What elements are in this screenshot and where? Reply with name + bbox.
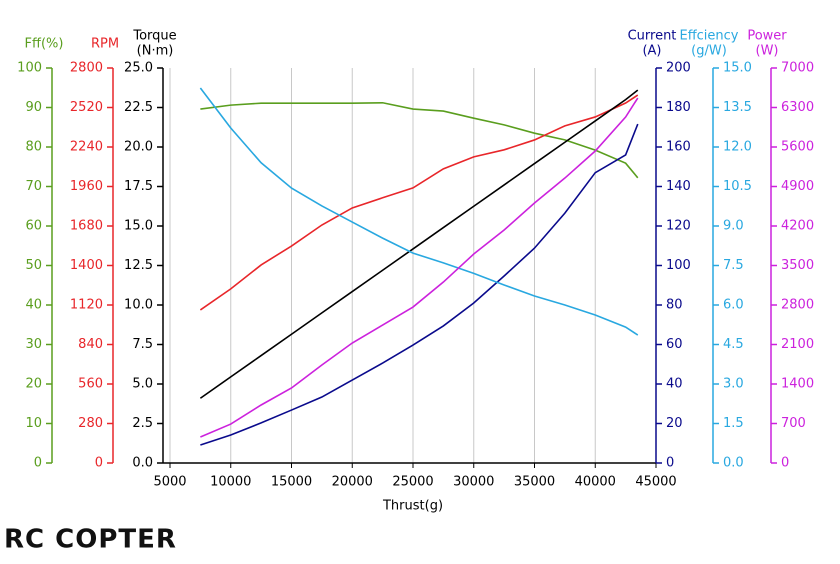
y-axis-label: Current (628, 29, 677, 44)
y-tick-label: 140 (666, 179, 691, 194)
y-axis-label: Torque (132, 29, 176, 44)
y-tick-label: 22.5 (124, 100, 153, 115)
y-axis-label: RPM (91, 37, 119, 52)
y-tick-label: 1680 (70, 219, 103, 234)
y-tick-label: 50 (25, 258, 42, 273)
y-tick-label: 40 (666, 377, 683, 392)
y-tick-label: 9.0 (723, 219, 744, 234)
x-tick-label: 10000 (210, 475, 251, 490)
y-axis-label: Power (747, 29, 787, 44)
y-tick-label: 20 (666, 416, 683, 431)
y-tick-label: 17.5 (124, 179, 153, 194)
y-tick-label: 40 (25, 298, 42, 313)
y-tick-label: 80 (666, 298, 683, 313)
y-tick-label: 100 (17, 61, 42, 76)
logo: RC COPTER (4, 525, 177, 555)
y-tick-label: 0.0 (723, 456, 744, 471)
y-tick-label: 80 (25, 140, 42, 155)
y-tick-label: 1400 (70, 258, 103, 273)
y-tick-label: 20 (25, 377, 42, 392)
y-tick-label: 0 (666, 456, 674, 471)
y-tick-label: 2.5 (132, 416, 153, 431)
series-line (199, 87, 639, 336)
y-tick-label: 560 (78, 377, 103, 392)
y-tick-label: 6300 (781, 100, 814, 115)
y-tick-label: 4200 (781, 219, 814, 234)
series-line (199, 89, 639, 399)
y-tick-label: 0 (781, 456, 789, 471)
y-tick-label: 120 (666, 219, 691, 234)
y-tick-label: 5600 (781, 140, 814, 155)
y-tick-label: 5.0 (132, 377, 153, 392)
y-axis-label: (A) (642, 44, 661, 59)
y-tick-label: 70 (25, 179, 42, 194)
y-tick-label: 4.5 (723, 337, 744, 352)
y-tick-label: 2800 (70, 61, 103, 76)
y-tick-label: 200 (666, 61, 691, 76)
series-line (200, 101, 639, 179)
y-tick-label: 10.5 (723, 179, 752, 194)
x-axis-label: Thrust(g) (382, 499, 443, 514)
x-tick-label: 5000 (153, 475, 186, 490)
y-axis-label: (N·m) (137, 44, 174, 59)
y-tick-label: 0 (95, 456, 103, 471)
y-tick-label: 2520 (70, 100, 103, 115)
x-tick-label: 40000 (575, 475, 616, 490)
y-tick-label: 20.0 (124, 140, 153, 155)
y-tick-label: 12.0 (723, 140, 752, 155)
y-tick-label: 180 (666, 100, 691, 115)
series-line (199, 94, 639, 311)
x-tick-label: 30000 (453, 475, 494, 490)
y-tick-label: 7.5 (723, 258, 744, 273)
y-tick-label: 15.0 (124, 219, 153, 234)
y-tick-label: 7000 (781, 61, 814, 76)
x-tick-label: 25000 (392, 475, 433, 490)
series-line (200, 123, 639, 446)
y-tick-label: 4900 (781, 179, 814, 194)
y-tick-label: 15.0 (723, 61, 752, 76)
y-tick-label: 10 (25, 416, 42, 431)
x-tick-label: 45000 (635, 475, 676, 490)
y-tick-label: 280 (78, 416, 103, 431)
y-tick-label: 0.0 (132, 456, 153, 471)
y-tick-label: 2240 (70, 140, 103, 155)
x-tick-label: 20000 (332, 475, 373, 490)
y-tick-label: 700 (781, 416, 806, 431)
y-axis-label: Fff(%) (25, 37, 64, 52)
y-tick-label: 3500 (781, 258, 814, 273)
y-tick-label: 160 (666, 140, 691, 155)
y-tick-label: 30 (25, 337, 42, 352)
y-tick-label: 7.5 (132, 337, 153, 352)
x-tick-label: 15000 (271, 475, 312, 490)
y-axis-label: (W) (756, 44, 779, 59)
y-axis-label: (g/W) (691, 44, 727, 59)
y-tick-label: 1960 (70, 179, 103, 194)
y-tick-label: 6.0 (723, 298, 744, 313)
y-tick-label: 13.5 (723, 100, 752, 115)
y-tick-label: 1400 (781, 377, 814, 392)
y-tick-label: 10.0 (124, 298, 153, 313)
y-tick-label: 60 (666, 337, 683, 352)
y-tick-label: 90 (25, 100, 42, 115)
y-axis-label: Effciency (679, 29, 738, 44)
y-tick-label: 2800 (781, 298, 814, 313)
y-tick-label: 25.0 (124, 61, 153, 76)
y-tick-label: 3.0 (723, 377, 744, 392)
y-tick-label: 1.5 (723, 416, 744, 431)
x-tick-label: 35000 (514, 475, 555, 490)
y-tick-label: 100 (666, 258, 691, 273)
y-tick-label: 12.5 (124, 258, 153, 273)
y-tick-label: 60 (25, 219, 42, 234)
y-tick-label: 840 (78, 337, 103, 352)
y-tick-label: 0 (34, 456, 42, 471)
y-tick-label: 2100 (781, 337, 814, 352)
series-line (200, 97, 639, 438)
y-tick-label: 1120 (70, 298, 103, 313)
